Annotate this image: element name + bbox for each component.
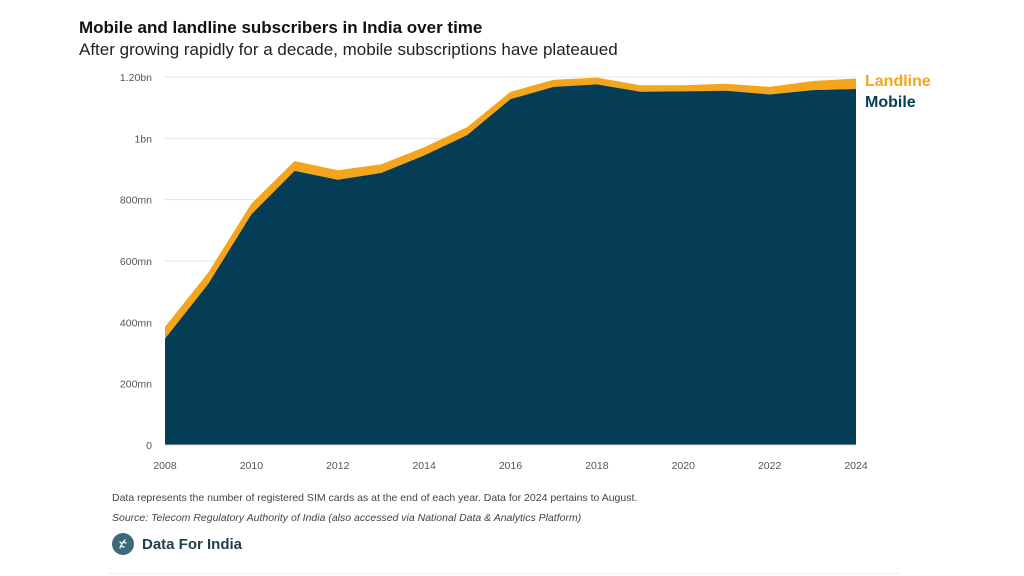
y-tick-label: 1bn — [134, 133, 152, 145]
y-tick-label: 1.20bn — [120, 72, 152, 84]
area-chart: 0 200mn 400mn 600mn 800mn 1bn 1.20bn 2008 2010 20… — [120, 72, 931, 472]
chart-subtitle: After growing rapidly for a decade, mobi… — [79, 40, 618, 59]
x-tick-label: 2016 — [499, 460, 523, 472]
x-tick-label: 2008 — [153, 460, 177, 472]
brand-logo-icon — [112, 533, 134, 555]
y-tick-label: 0 — [146, 440, 152, 452]
x-tick-label: 2012 — [326, 460, 350, 472]
y-tick-label: 800mn — [120, 195, 152, 207]
series-areas — [165, 77, 856, 446]
brand[interactable]: Data For India — [112, 533, 242, 555]
x-tick-label: 2022 — [758, 460, 782, 472]
x-tick-label: 2020 — [672, 460, 696, 472]
y-tick-label: 600mn — [120, 256, 152, 268]
x-tick-label: 2010 — [240, 460, 264, 472]
axes: 0 200mn 400mn 600mn 800mn 1bn 1.20bn 2008 2010 20… — [120, 72, 868, 472]
bottom-divider — [108, 573, 900, 574]
footnote: Data represents the number of registered… — [112, 492, 638, 504]
y-tick-label: 200mn — [120, 379, 152, 391]
x-tick-label: 2024 — [844, 460, 868, 472]
legend-mobile: Mobile — [865, 94, 916, 111]
x-tick-label: 2014 — [412, 460, 436, 472]
chart-title: Mobile and landline subscribers in India… — [79, 18, 483, 37]
y-tick-label: 400mn — [120, 317, 152, 329]
source-note: Source: Telecom Regulatory Authority of … — [112, 512, 582, 524]
brand-name: Data For India — [142, 535, 243, 553]
x-tick-label: 2018 — [585, 460, 609, 472]
legend-landline: Landline — [865, 73, 931, 90]
legend: Landline Mobile — [865, 73, 931, 111]
series-area-mobile — [165, 84, 856, 446]
